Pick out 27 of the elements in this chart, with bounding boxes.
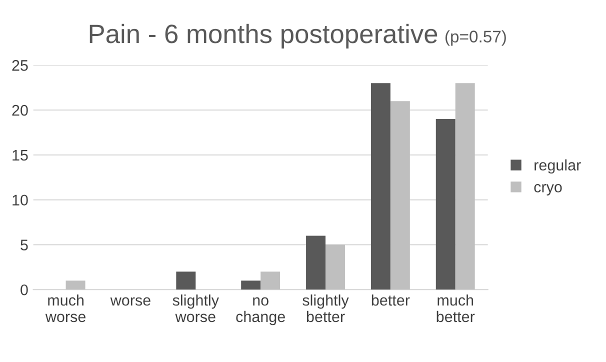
bar xyxy=(306,236,326,290)
y-tick-label: 20 xyxy=(12,104,28,116)
x-tick-label: better xyxy=(372,294,410,306)
y-tick-label: 0 xyxy=(20,284,28,296)
bar xyxy=(260,272,280,290)
bar xyxy=(436,119,456,290)
bar xyxy=(326,244,345,290)
x-tick-label: no change xyxy=(236,297,285,326)
y-tick-label: 15 xyxy=(12,150,28,161)
chart-title: Pain - 6 months postoperative xyxy=(90,24,438,48)
bar xyxy=(66,280,86,290)
bar xyxy=(241,280,261,290)
legend-label: regular xyxy=(534,159,581,174)
y-tick-label: 25 xyxy=(12,60,28,71)
x-tick-label: much worse xyxy=(45,294,86,322)
legend-label: cryo xyxy=(534,184,562,196)
x-tick-label: slightly better xyxy=(302,294,349,322)
x-tick-label: slightly worse xyxy=(172,294,219,322)
bar xyxy=(176,272,196,290)
y-tick-label: 10 xyxy=(12,194,28,206)
chart-subtitle: (p=0.57) xyxy=(445,30,506,46)
y-tick-label: 5 xyxy=(20,240,28,250)
bar xyxy=(390,101,410,290)
x-tick-label: worse xyxy=(110,297,150,306)
bar xyxy=(370,83,390,290)
x-tick-label: much better xyxy=(436,294,475,322)
bar xyxy=(455,83,475,290)
